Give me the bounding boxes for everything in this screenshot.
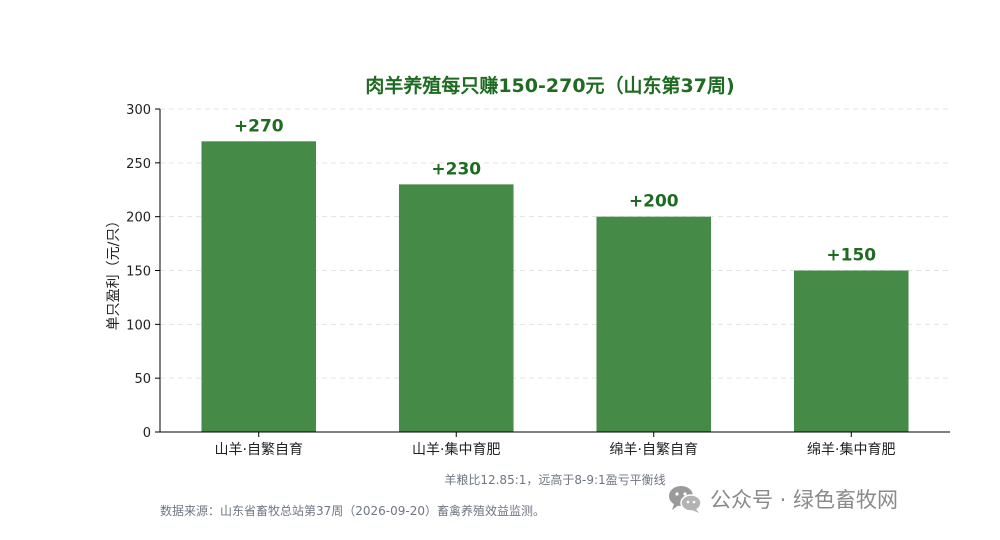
watermark: 公众号 · 绿色畜牧网	[668, 484, 898, 514]
bar	[201, 141, 317, 433]
bar	[793, 270, 909, 432]
x-tick-label: 山羊·集中育肥	[412, 441, 500, 458]
bars: +270 +230 +200 +150	[201, 116, 909, 433]
x-tick-label: 山羊·自繁自育	[215, 442, 303, 458]
wechat-icon	[669, 486, 702, 513]
y-axis-label: 单只盈利（元/只）	[106, 214, 122, 331]
y-tick-label: 200	[126, 211, 151, 226]
x-tick-label: 绵羊·自繁自育	[610, 441, 698, 458]
y-tick-label: 0	[143, 426, 151, 441]
bar-value-label: +150	[826, 246, 876, 266]
axes: 0 50 100 150 200 250 300 山羊·自繁自育 山羊·集中育肥 绵羊·自繁自育 绵…	[126, 103, 950, 458]
y-tick-label: 150	[126, 265, 151, 280]
y-tick-label: 50	[134, 372, 151, 387]
watermark-text: 公众号 · 绿色畜牧网	[710, 488, 899, 512]
x-tick-label: 绵羊·集中育肥	[807, 441, 895, 458]
bar-value-label: +270	[234, 116, 284, 136]
ratio-annotation: 羊粮比12.85:1，远高于8-9:1盈亏平衡线	[444, 472, 665, 487]
bar-value-label: +230	[431, 159, 481, 179]
y-tick-label: 250	[126, 157, 151, 172]
data-source-note: 数据来源：山东省畜牧总站第37周（2026-09-20）畜禽养殖效益监测。	[160, 504, 546, 518]
y-tick-label: 100	[126, 318, 151, 333]
y-tick-label: 300	[126, 103, 151, 118]
bar	[398, 184, 514, 432]
bar	[596, 216, 712, 432]
bar-value-label: +200	[629, 192, 679, 212]
chart-title: 肉羊养殖每只赚150-270元（山东第37周)	[365, 74, 734, 97]
